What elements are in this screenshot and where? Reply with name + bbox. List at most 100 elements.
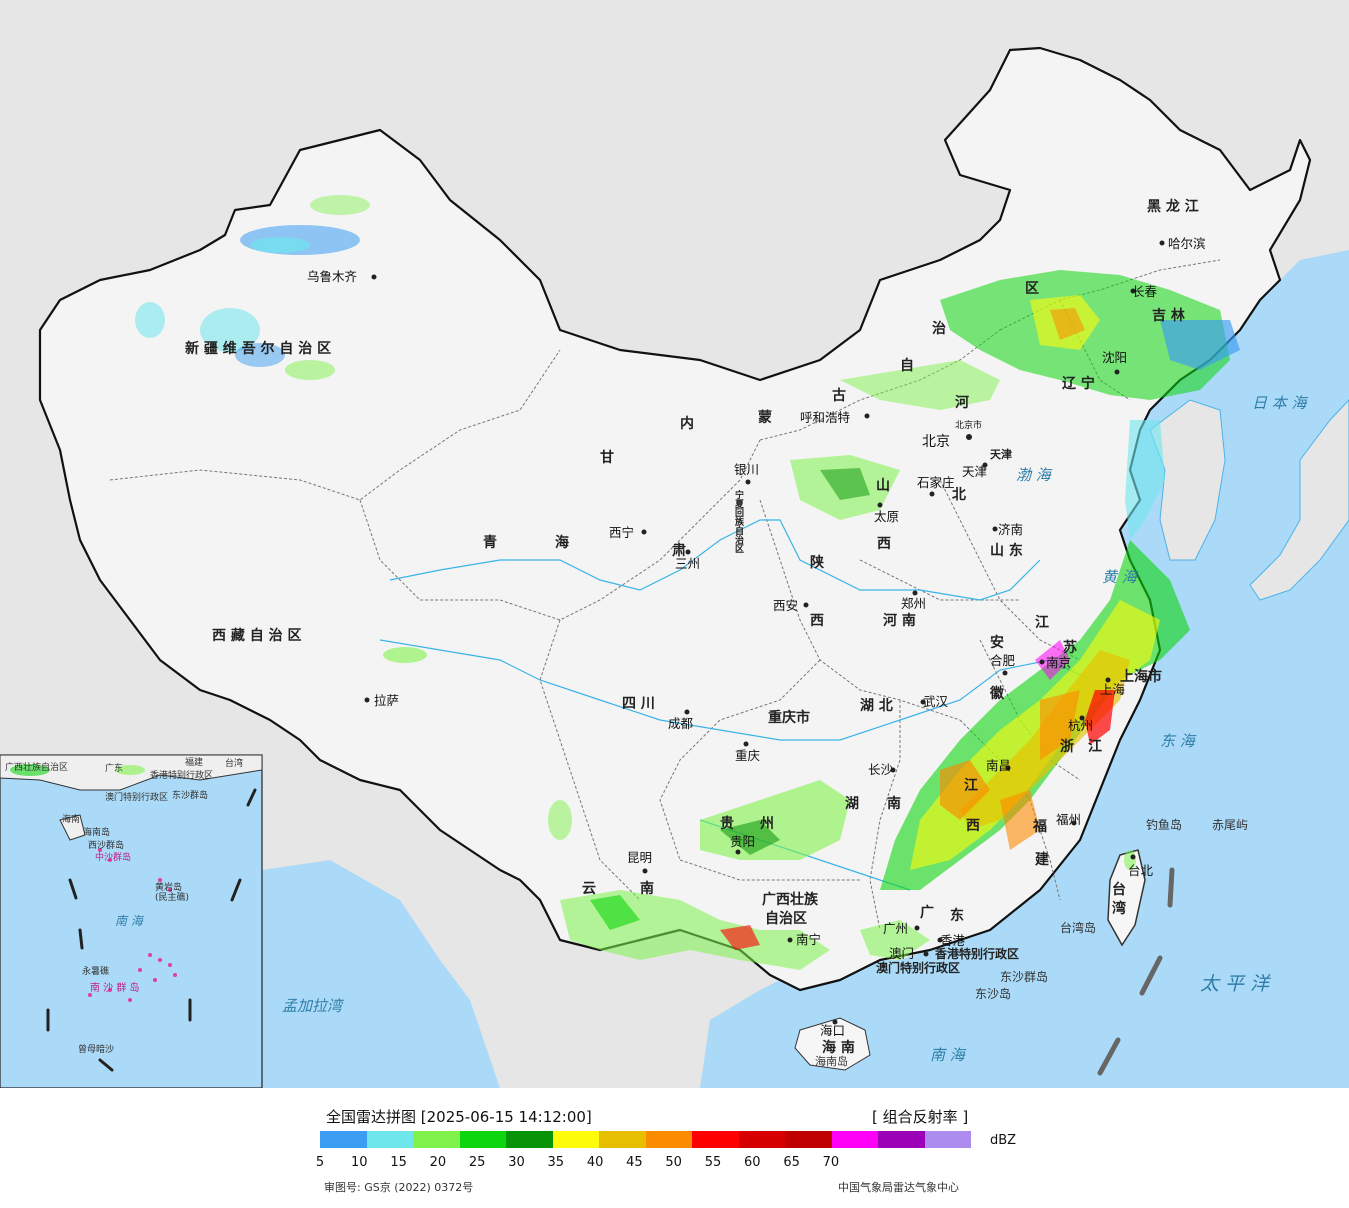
- color-swatch: [692, 1131, 739, 1148]
- province-label: 上海市: [1120, 668, 1162, 685]
- color-tick-label: 20: [429, 1155, 447, 1170]
- province-label: 吉 林: [1152, 307, 1185, 324]
- color-tick-label: 55: [704, 1155, 722, 1170]
- city-label: 武汉: [923, 694, 949, 709]
- province-label: 北: [952, 487, 966, 503]
- inset-label: 海南: [62, 813, 80, 825]
- city-label: 台北: [1128, 863, 1154, 878]
- island-label: 东沙岛: [975, 986, 1011, 1001]
- province-labels: 新 疆 维 吾 尔 自 治 区 西 藏 自 治 区 青 海 甘 肃 内 蒙 古 …: [185, 198, 1199, 1056]
- province-label: 香港特别行政区: [934, 946, 1019, 961]
- province-label: 黑 龙 江: [1147, 198, 1199, 215]
- sea-label: 黄 海: [1102, 568, 1139, 586]
- city-label: 南宁: [796, 932, 821, 947]
- city-label: 哈尔滨: [1168, 236, 1206, 251]
- color-swatch: [320, 1131, 367, 1148]
- city-label: 合肥: [990, 653, 1016, 668]
- color-tick-label: 15: [390, 1155, 407, 1170]
- radar-map: 新 疆 维 吾 尔 自 治 区 西 藏 自 治 区 青 海 甘 肃 内 蒙 古 …: [0, 0, 1349, 1088]
- color-swatch: [552, 1131, 599, 1148]
- province-label: 福: [1032, 818, 1047, 835]
- province-label: 甘: [600, 449, 614, 466]
- province-label: 广西壮族: [762, 891, 819, 908]
- city-label: 福州: [1056, 812, 1081, 827]
- inset-label: 广东: [105, 762, 123, 774]
- inset-label: 南 沙 群 岛: [90, 981, 140, 994]
- inset-label: 西沙群岛: [88, 839, 124, 851]
- inset-frame: [0, 754, 263, 1088]
- japan-land: [1249, 399, 1349, 601]
- bay-of-bengal-sea: [262, 860, 500, 1088]
- color-tick-label: 50: [665, 1155, 682, 1170]
- city-label: 天津: [962, 464, 987, 479]
- color-tick-label: 35: [547, 1155, 565, 1170]
- color-swatch: [645, 1131, 692, 1148]
- city-label: 贵阳: [730, 834, 755, 849]
- province-label: 徽: [989, 685, 1005, 702]
- province-label: 治: [932, 320, 946, 337]
- province-label: 海 南: [822, 1039, 855, 1056]
- province-label: 河: [955, 394, 969, 411]
- city-label: 三州: [675, 556, 700, 571]
- province-label: 江: [1035, 614, 1049, 631]
- province-label: 苏: [1063, 639, 1077, 656]
- province-label: 海: [555, 534, 569, 551]
- color-tick-label: 65: [783, 1155, 800, 1170]
- legend-product: [ 组合反射率 ]: [872, 1108, 969, 1126]
- province-label: 西: [966, 818, 980, 834]
- color-tick-label: 60: [744, 1155, 761, 1170]
- inset-label: 香港特别行政区: [150, 769, 213, 781]
- city-label: 重庆: [735, 748, 761, 763]
- province-label: 蒙: [758, 409, 772, 426]
- province-label: 台: [1112, 881, 1126, 898]
- sea-label: 渤 海: [1016, 466, 1053, 484]
- province-label: 西: [877, 536, 891, 552]
- hainan-land: [794, 1017, 871, 1071]
- city-label: 南京: [1046, 655, 1071, 670]
- province-label: 建: [1035, 851, 1049, 868]
- city-label: 成都: [668, 716, 694, 731]
- province-label: 山: [876, 478, 890, 494]
- province-label: 新 疆 维 吾 尔 自 治 区: [185, 340, 331, 357]
- legend-panel: 全国雷达拼图 [2025-06-15 14:12:00] [ 组合反射率 ] d…: [0, 1088, 1349, 1208]
- inset-label: 广西壮族自治区: [5, 761, 68, 773]
- city-label: 昆明: [627, 850, 652, 865]
- city-label: 香港: [940, 933, 966, 948]
- sea-label: 孟加拉湾: [282, 997, 345, 1015]
- island-label: 海南岛: [815, 1054, 848, 1068]
- province-label: 江: [1088, 738, 1102, 755]
- city-label: 济南: [998, 522, 1023, 537]
- inset-label: (民主礁): [155, 891, 189, 903]
- inset-label: 台湾: [225, 757, 243, 769]
- south-china-sea-inset: [0, 754, 263, 1088]
- inset-label: 中沙群岛: [95, 851, 131, 863]
- province-label: 肃: [672, 542, 686, 559]
- map-approval-number: 审图号: GS京 (2022) 0372号: [324, 1181, 474, 1194]
- city-label: 北京市: [955, 419, 982, 431]
- province-label: 澳门特别行政区: [876, 960, 960, 975]
- boundary-dashes: [1097, 867, 1175, 1076]
- province-label: 广: [920, 904, 934, 921]
- province-label: 东: [950, 907, 964, 924]
- city-label: 西宁: [609, 525, 634, 540]
- province-label: 安: [990, 634, 1004, 651]
- color-swatch: [878, 1131, 925, 1148]
- province-label: 古: [832, 387, 846, 404]
- province-label: 内: [680, 415, 694, 432]
- color-swatch: [599, 1131, 646, 1148]
- city-label: 海口: [820, 1023, 845, 1038]
- color-swatch: [831, 1131, 878, 1148]
- island-label: 赤尾屿: [1212, 818, 1248, 832]
- province-label: 浙: [1060, 738, 1074, 755]
- inset-label: 永暑礁: [82, 965, 109, 977]
- sea-label: 太 平 洋: [1200, 973, 1271, 995]
- province-label: 湾: [1112, 900, 1126, 917]
- city-label: 长沙: [868, 762, 894, 777]
- island-label: 东沙群岛: [1000, 969, 1048, 984]
- city-label: 上海: [1100, 682, 1126, 697]
- city-label: 西安: [773, 598, 798, 613]
- city-label: 长春: [1132, 284, 1158, 299]
- city-label: 北京: [922, 434, 950, 450]
- province-label: 重庆市: [768, 709, 810, 726]
- credit-text: 中国气象局雷达气象中心: [838, 1181, 959, 1194]
